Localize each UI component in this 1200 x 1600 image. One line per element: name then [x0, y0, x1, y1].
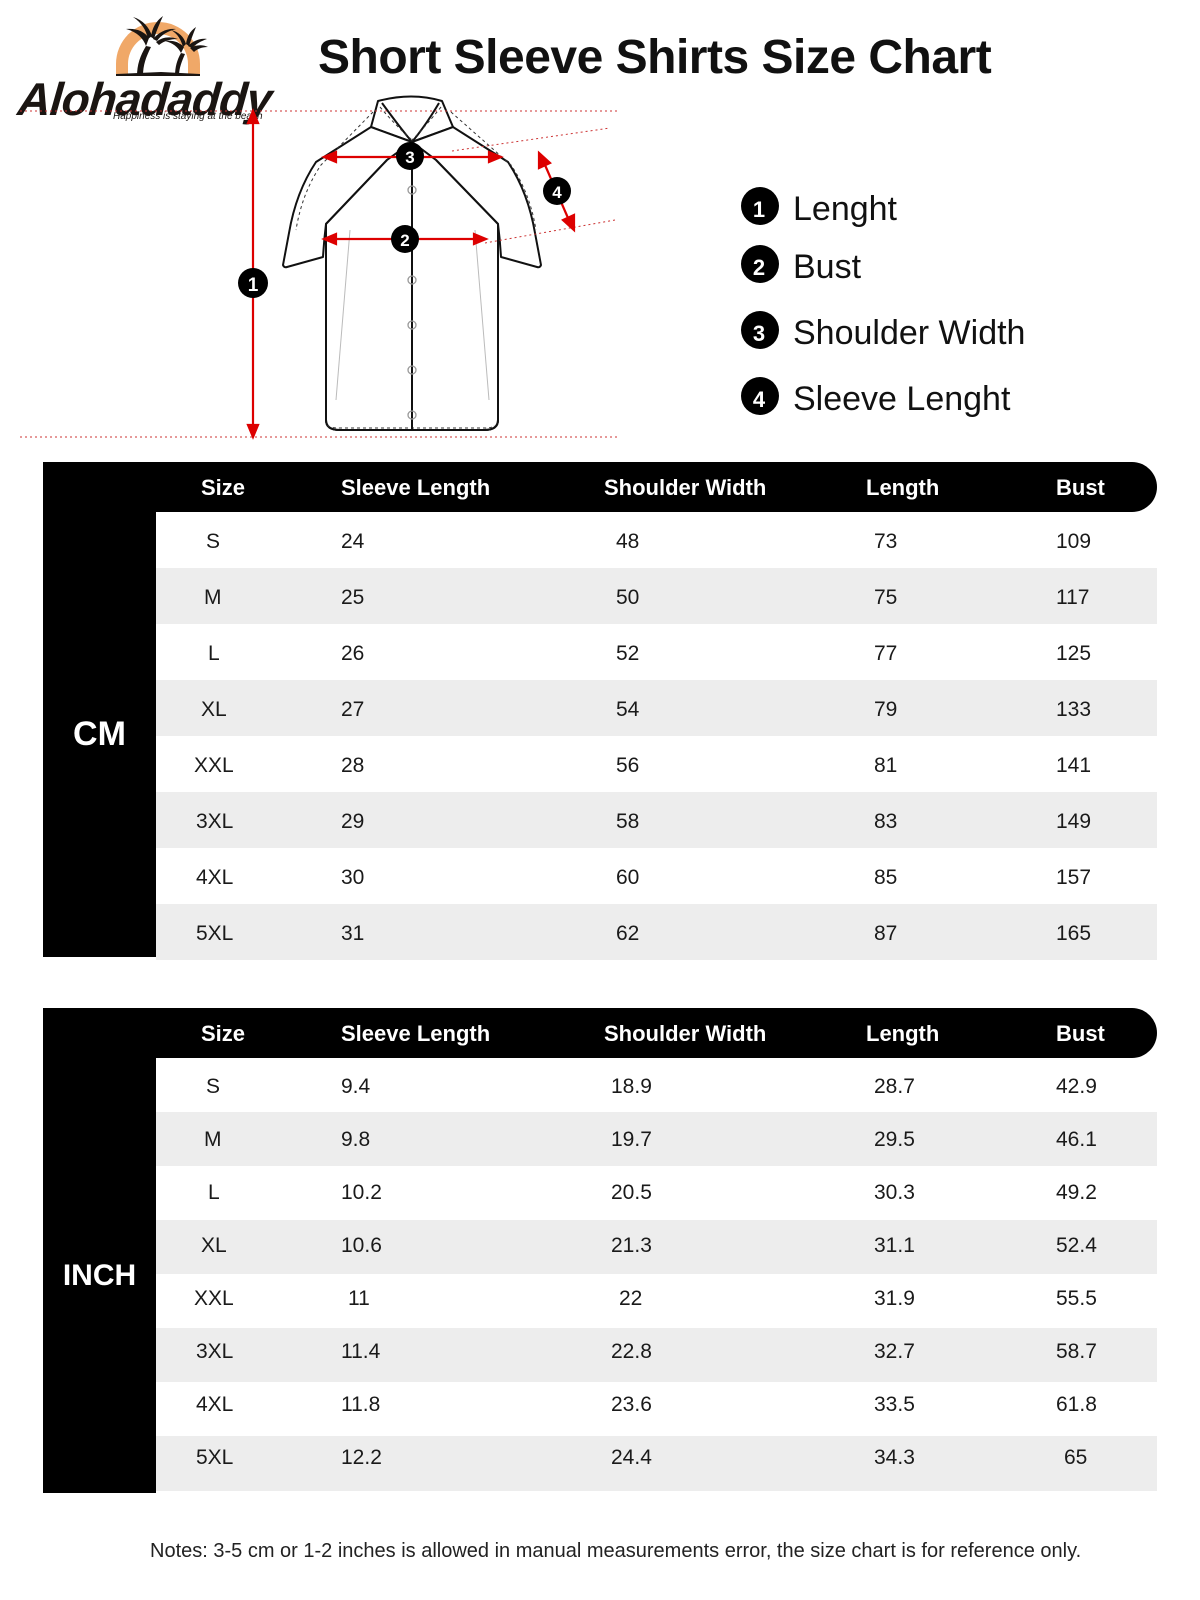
svg-text:2: 2: [400, 231, 409, 250]
svg-text:4: 4: [552, 183, 562, 202]
svg-text:1: 1: [248, 275, 259, 296]
svg-text:3: 3: [405, 148, 414, 167]
